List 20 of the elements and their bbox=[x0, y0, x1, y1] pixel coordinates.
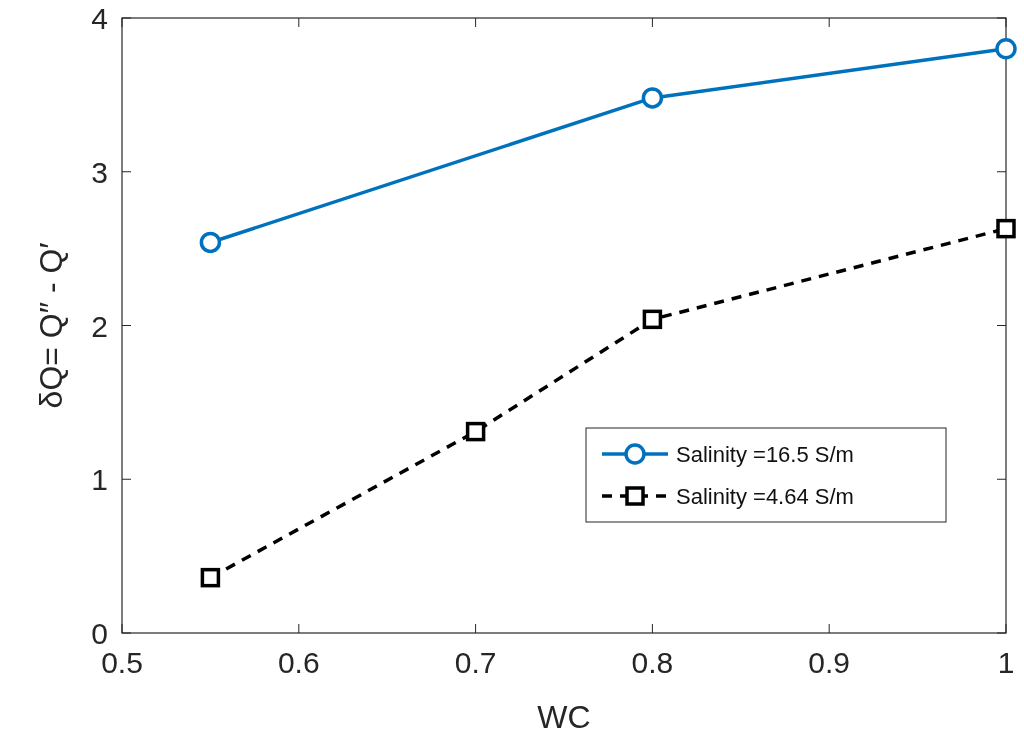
point bbox=[641, 87, 664, 109]
point bbox=[995, 38, 1017, 60]
x-tick-label: 0.7 bbox=[454, 646, 497, 679]
y-tick-label: 4 bbox=[91, 2, 108, 35]
x-tick-label: 0.8 bbox=[631, 646, 674, 679]
x-axis-title: WC bbox=[537, 699, 591, 735]
x-tick-label: 0.9 bbox=[808, 646, 851, 679]
point bbox=[996, 218, 1016, 239]
x-tick-label: 1 bbox=[997, 646, 1015, 679]
legend-label: Salinity =16.5 S/m bbox=[676, 442, 854, 467]
point bbox=[465, 421, 486, 442]
point bbox=[200, 567, 221, 588]
y-tick-label: 3 bbox=[91, 155, 108, 189]
y-tick-label: 1 bbox=[91, 463, 108, 497]
y-axis-title: δQ= Q″ - Q′ bbox=[33, 242, 69, 409]
point bbox=[642, 309, 663, 330]
x-tick-label: 0.6 bbox=[277, 646, 320, 679]
point bbox=[199, 231, 222, 254]
y-tick-label: 2 bbox=[91, 309, 108, 343]
legend-label: Salinity =4.64 S/m bbox=[676, 484, 854, 509]
